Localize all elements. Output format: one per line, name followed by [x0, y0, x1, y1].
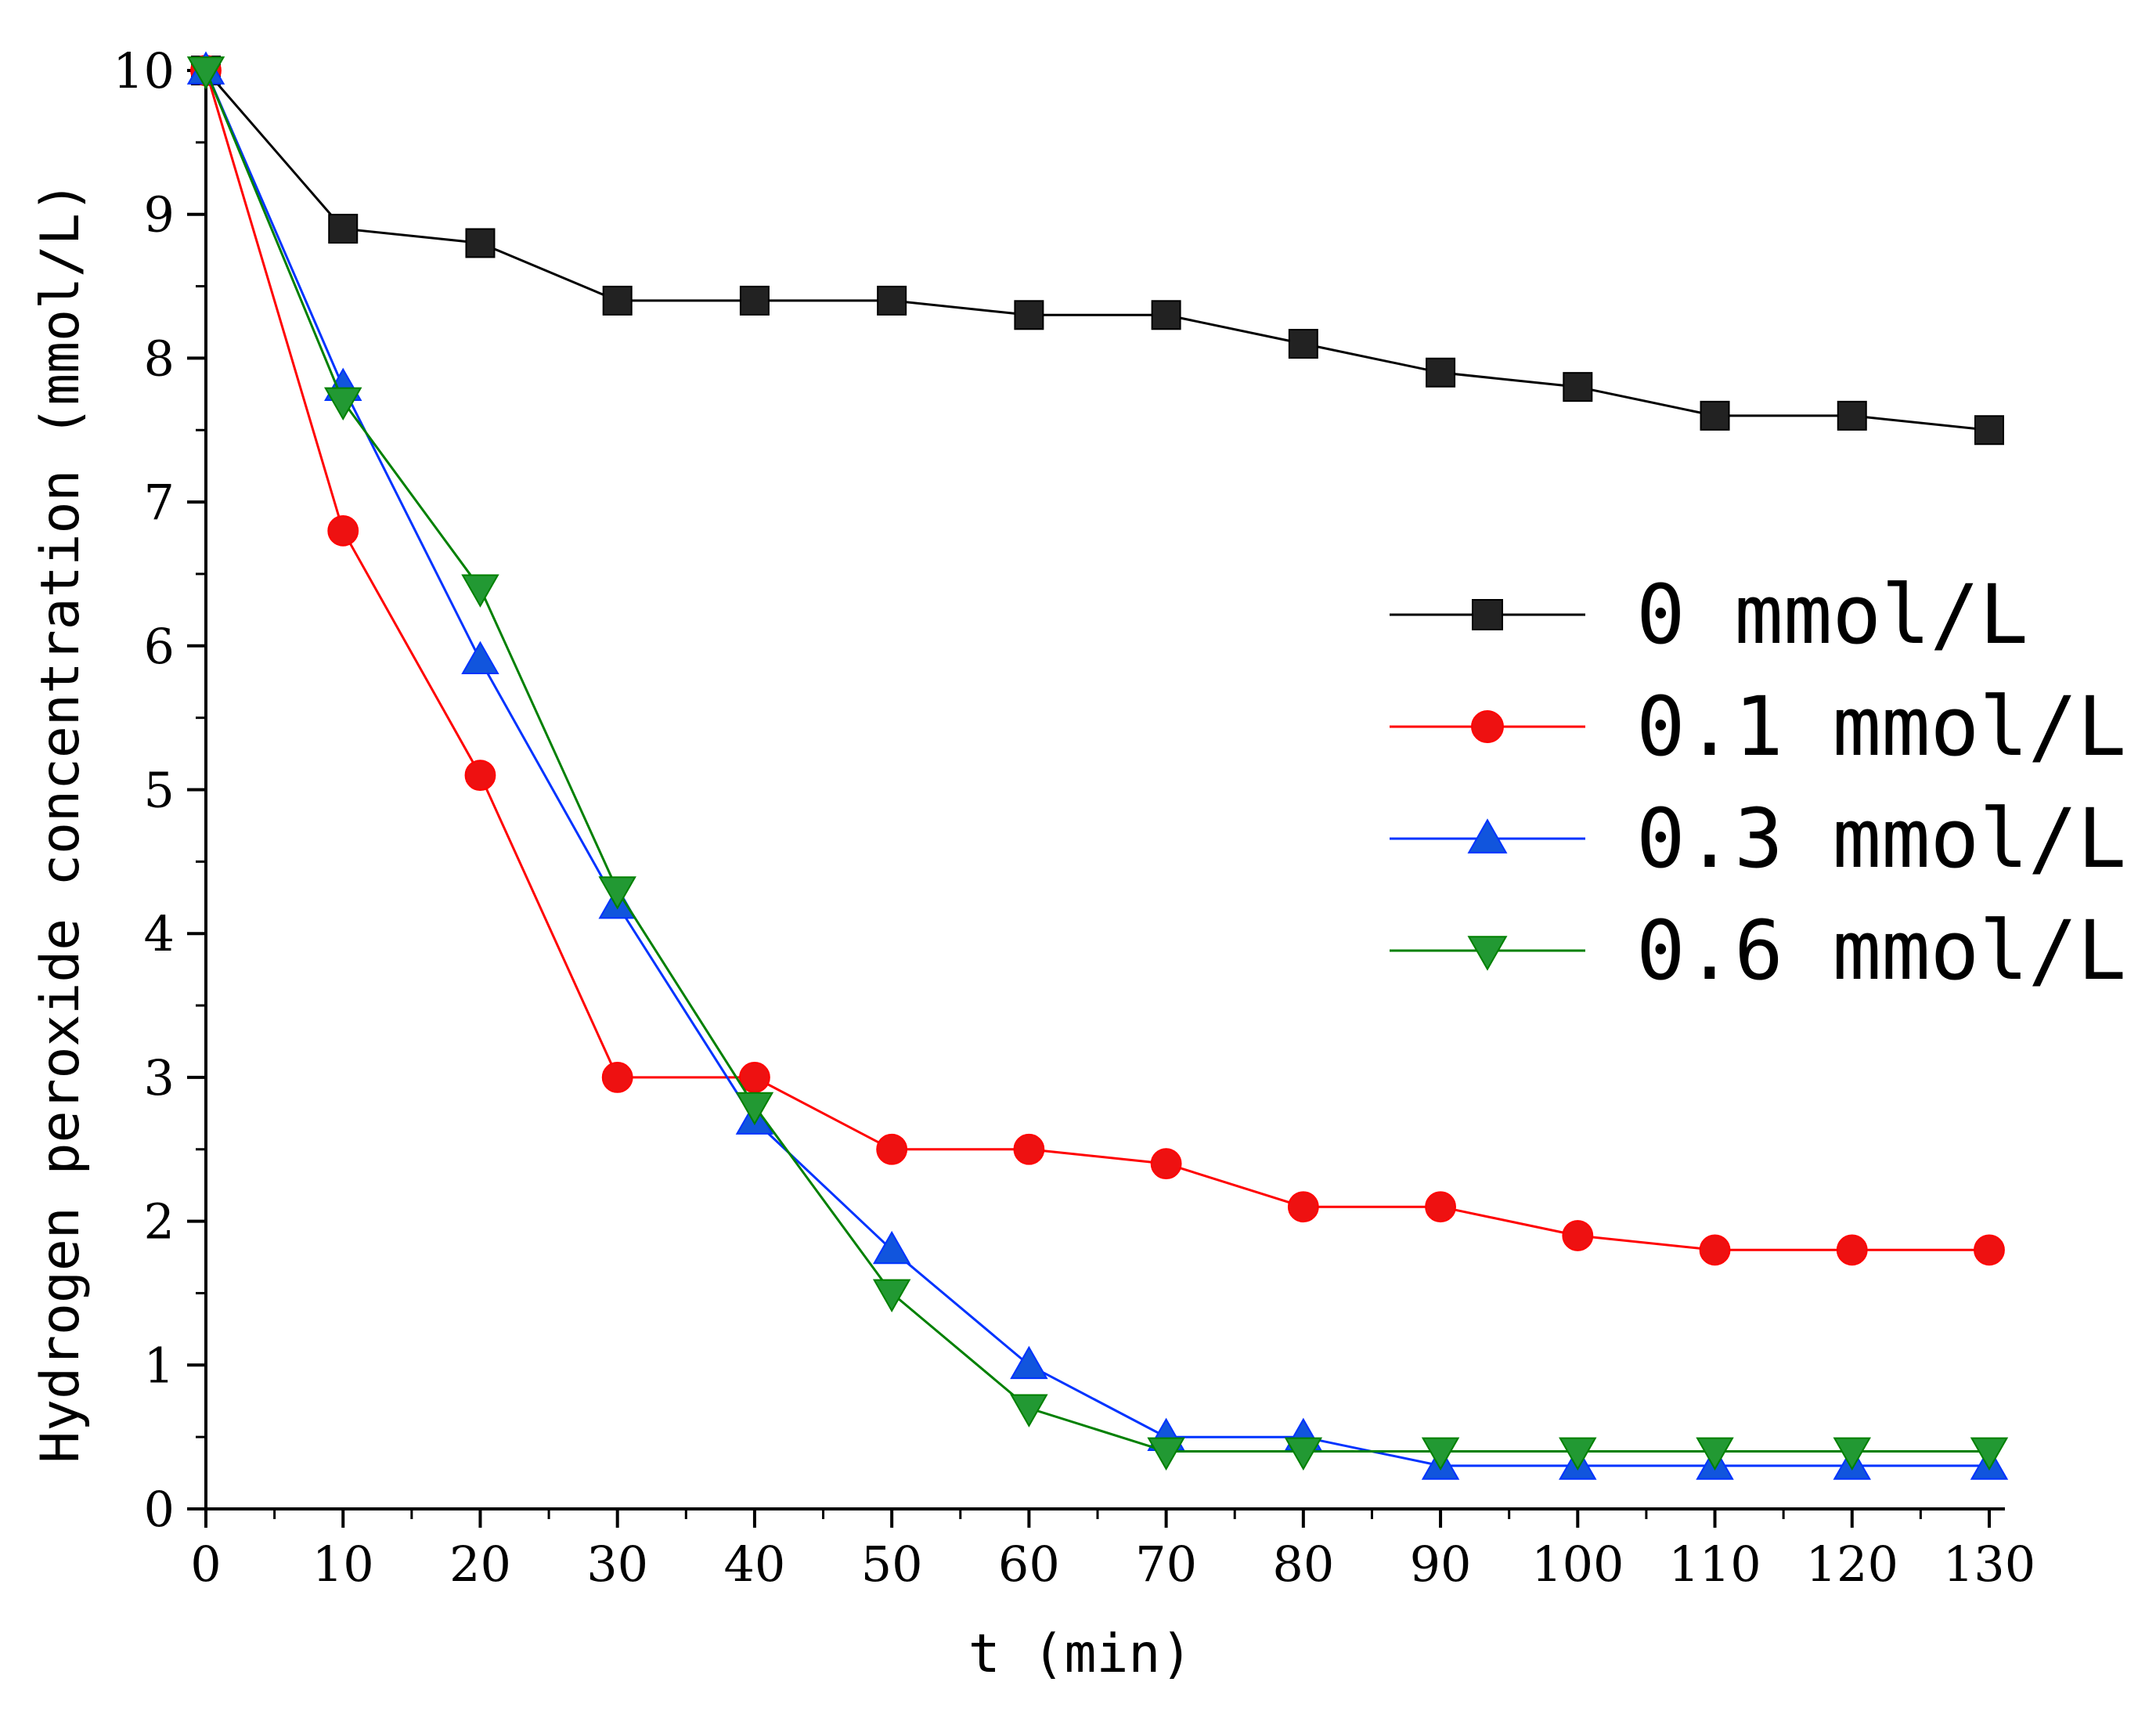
series-line — [204, 70, 1990, 431]
data-point — [1970, 1437, 2009, 1471]
x-tick-label: 50 — [861, 1536, 923, 1593]
series-layer — [186, 51, 2009, 1480]
data-point — [1696, 1437, 1734, 1471]
series-line — [204, 70, 1989, 1453]
series-2 — [186, 51, 2009, 1480]
legend-marker — [1471, 710, 1504, 743]
data-point — [876, 1133, 908, 1165]
data-point — [1151, 300, 1181, 330]
data-point — [1559, 1437, 1597, 1471]
ticks: 0 10 20 30 40 50 60 70 80 90 100 110 120 130 0 1 2 3 4 5 6 7 8… — [113, 42, 2035, 1593]
x-tick-label: 0 — [190, 1536, 221, 1593]
data-point — [1836, 1234, 1868, 1266]
y-tick-label: 1 — [144, 1337, 175, 1394]
data-point — [1974, 1234, 2005, 1266]
legend: 0 mmol/L 0.1 mmol/L 0.3 mmol/L 0.6 mmol/L — [1390, 567, 2126, 998]
data-point — [872, 1230, 911, 1265]
data-point — [328, 214, 359, 244]
data-point — [872, 1279, 911, 1312]
data-point — [1284, 1437, 1323, 1471]
legend-label: 0.3 mmol/L — [1636, 791, 2126, 886]
data-point — [465, 228, 496, 258]
legend-item: 0.3 mmol/L — [1390, 791, 2126, 886]
data-point — [598, 876, 636, 910]
y-tick-label: 3 — [144, 1049, 175, 1106]
x-tick-label: 80 — [1272, 1536, 1334, 1593]
x-tick-label: 40 — [723, 1536, 785, 1593]
legend-label: 0.6 mmol/L — [1636, 903, 2126, 998]
data-point — [1150, 1148, 1182, 1180]
data-point — [324, 387, 362, 421]
data-point — [1010, 1394, 1048, 1427]
data-point — [739, 285, 770, 316]
x-tick-label: 130 — [1943, 1536, 2035, 1593]
legend-label: 0 mmol/L — [1636, 567, 2028, 662]
legend-marker — [1467, 936, 1508, 971]
series-line — [204, 70, 1989, 1251]
data-point — [461, 574, 499, 608]
y-tick-label: 5 — [144, 762, 175, 819]
series-1 — [190, 55, 2005, 1266]
data-point — [1425, 1191, 1456, 1223]
x-tick-label: 10 — [312, 1536, 374, 1593]
data-point — [1426, 357, 1456, 388]
data-point — [1014, 300, 1044, 330]
x-tick-label: 110 — [1668, 1536, 1761, 1593]
data-point — [186, 56, 225, 90]
y-tick-label: 7 — [144, 474, 175, 531]
x-tick-label: 100 — [1531, 1536, 1624, 1593]
legend-marker — [1472, 599, 1503, 630]
data-point — [1010, 1345, 1048, 1380]
y-tick-label: 9 — [144, 186, 175, 244]
data-point — [464, 760, 496, 792]
series-3 — [186, 56, 2009, 1471]
series-0 — [191, 56, 2004, 446]
data-point — [1837, 400, 1867, 431]
data-point — [1287, 1191, 1319, 1223]
data-point — [1562, 1220, 1594, 1251]
x-tick-label: 120 — [1806, 1536, 1898, 1593]
legend-marker — [1467, 818, 1508, 854]
y-axis-title: Hydrogen peroxide concentration (mmol/L) — [30, 181, 92, 1464]
data-point — [1563, 372, 1593, 402]
legend-label: 0.1 mmol/L — [1636, 679, 2126, 774]
x-tick-label: 60 — [998, 1536, 1060, 1593]
legend-item: 0.1 mmol/L — [1390, 679, 2126, 774]
x-tick-label: 20 — [449, 1536, 511, 1593]
data-point — [1288, 329, 1318, 359]
x-axis-title: t (min) — [968, 1623, 1193, 1685]
data-point — [461, 641, 499, 675]
data-point — [735, 1092, 774, 1126]
y-tick-label: 10 — [113, 42, 175, 99]
data-point — [327, 514, 359, 547]
x-tick-label: 30 — [586, 1536, 648, 1593]
y-tick-label: 6 — [144, 618, 175, 675]
legend-item: 0.6 mmol/L — [1390, 903, 2126, 998]
data-point — [877, 285, 907, 316]
data-point — [1147, 1437, 1185, 1471]
data-point — [1013, 1133, 1045, 1165]
data-point — [1699, 1234, 1731, 1266]
y-tick-label: 0 — [144, 1481, 175, 1538]
y-tick-label: 8 — [144, 330, 175, 387]
data-point — [1833, 1437, 1871, 1471]
legend-item: 0 mmol/L — [1390, 567, 2028, 662]
axes — [204, 63, 2005, 1510]
y-tick-label: 2 — [144, 1193, 175, 1251]
data-point — [1974, 415, 2004, 446]
data-point — [1421, 1437, 1460, 1471]
x-tick-label: 90 — [1410, 1536, 1472, 1593]
data-point — [601, 1062, 633, 1093]
series-line — [204, 70, 1989, 1467]
data-point — [602, 285, 633, 316]
data-point — [1700, 400, 1730, 431]
x-tick-label: 70 — [1135, 1536, 1197, 1593]
y-tick-label: 4 — [144, 905, 175, 962]
